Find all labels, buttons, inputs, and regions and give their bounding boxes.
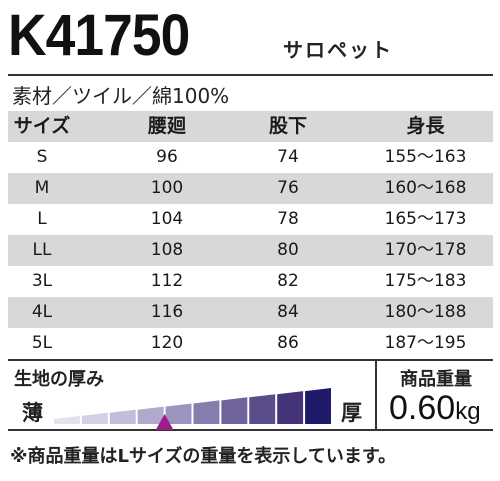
size-cell: S [36,147,48,167]
header-waist: 腰廻 [147,115,186,137]
size-cell: L [37,209,47,229]
thickness-segment [221,397,248,424]
size-cell: LL [32,240,52,260]
weight-number: 0.60 [389,389,456,427]
thickness-label: 生地の厚み [14,369,104,390]
inseam-cell: 86 [277,333,299,353]
product-code: K41750 [8,3,190,68]
thickness-segment [249,394,276,424]
header-height: 身長 [406,115,445,137]
thickness-segment [109,409,136,424]
table-row: L 104 78 165～173 [8,204,493,235]
thick-label: 厚 [341,401,362,425]
size-cell: 4L [31,302,53,322]
height-cell: 165～173 [384,209,467,229]
weight-value: 0.60kg [389,389,481,428]
header-inseam: 股下 [268,115,307,137]
height-cell: 160～168 [384,178,467,198]
inseam-cell: 82 [277,271,299,291]
thickness-segment [137,406,164,424]
thickness-segment [165,403,192,424]
inseam-cell: 74 [277,147,299,167]
height-cell: 180～188 [384,302,467,322]
height-cell: 155～163 [384,147,467,167]
footnote: ※商品重量はLサイズの重量を表示しています。 [10,446,397,467]
waist-cell: 100 [150,178,184,198]
panel-divider [375,361,377,431]
height-cell: 187～195 [384,333,467,353]
table-row: M 100 76 160～168 [8,173,493,204]
size-cell: 3L [31,271,53,291]
table-row: S 96 74 155～163 [8,142,493,173]
thickness-segment [54,415,80,424]
inseam-cell: 84 [277,302,299,322]
thickness-segment [193,400,220,424]
thickness-indicator [155,414,174,430]
weight-label: 商品重量 [400,369,472,390]
top-divider [8,74,493,76]
thickness-segment [81,412,108,424]
header-size: サイズ [13,115,71,137]
inseam-cell: 78 [277,209,299,229]
table-row: 5L 120 86 187～195 [8,328,493,359]
table-row: LL 108 80 170～178 [8,235,493,266]
thickness-segment [305,388,331,424]
material-text: 素材／ツイル／綿100% [12,84,230,108]
height-cell: 170～178 [384,240,467,260]
table-row: 4L 116 84 180～188 [8,297,493,328]
thickness-segment [277,391,304,424]
waist-cell: 120 [150,333,184,353]
waist-cell: 104 [150,209,184,229]
weight-unit: kg [455,398,481,425]
waist-cell: 108 [150,240,184,260]
table-header-row: サイズ 腰廻 股下 身長 [8,111,493,142]
waist-cell: 112 [150,271,184,291]
height-cell: 175～183 [384,271,467,291]
waist-cell: 96 [156,147,178,167]
product-name: サロペット [283,38,393,62]
waist-cell: 116 [150,302,184,322]
size-cell: 5L [31,333,53,353]
inseam-cell: 76 [277,178,299,198]
table-row: 3L 112 82 175～183 [8,266,493,297]
size-cell: M [34,178,50,198]
thickness-scale [54,388,331,430]
thin-label: 薄 [22,401,43,425]
spec-panel: 生地の厚み 薄 厚 商品重量 0.60kg [8,359,493,431]
inseam-cell: 80 [277,240,299,260]
size-table: サイズ 腰廻 股下 身長 S 96 74 155～163 M 100 76 16… [8,111,493,359]
